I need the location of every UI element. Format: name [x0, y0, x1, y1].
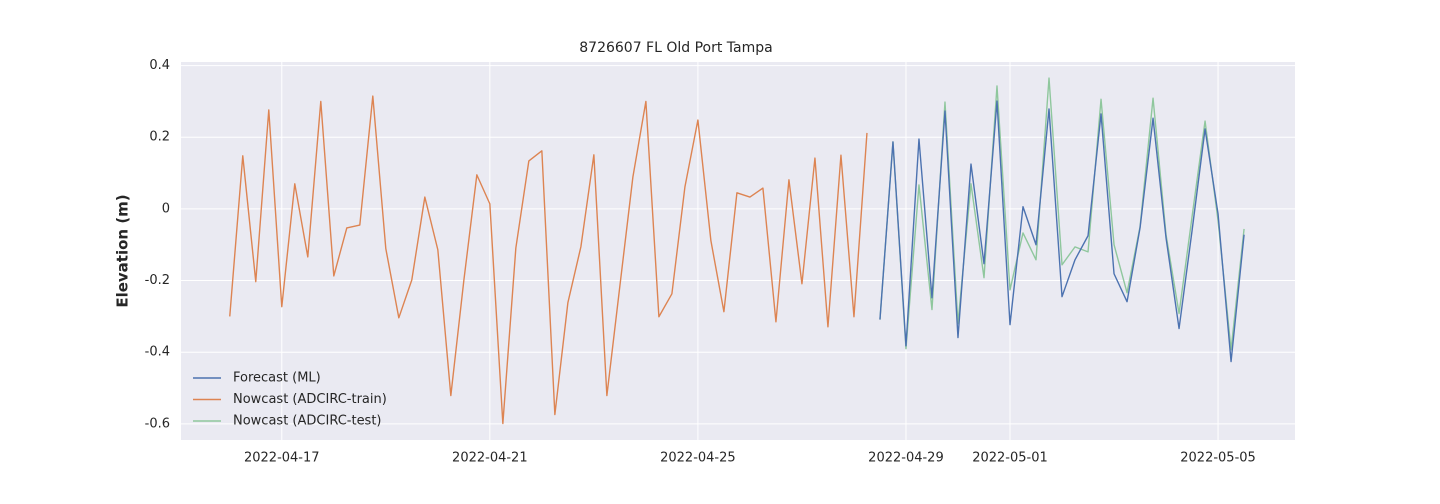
- chart-title: 8726607 FL Old Port Tampa: [579, 40, 772, 56]
- plot-area: [181, 62, 1295, 440]
- series-line: [229, 95, 868, 425]
- legend-label: Forecast (ML): [233, 371, 321, 386]
- y-tick-label: -0.2: [145, 273, 170, 288]
- legend: Forecast (ML) Nowcast (ADCIRC-train) Nowca…: [193, 371, 387, 429]
- labels: -0.6 -0.4 -0.2 0 0.2 0.4 2022-04-17 2022-04-21 2…: [145, 58, 1256, 465]
- y-tick-label: -0.6: [145, 416, 170, 431]
- y-tick-label: 0.2: [149, 130, 170, 145]
- x-tick-label: 2022-05-01: [972, 451, 1048, 466]
- legend-label: Nowcast (ADCIRC-test): [233, 414, 382, 429]
- y-tick-label: 0: [162, 201, 170, 216]
- x-tick-label: 2022-04-21: [452, 451, 528, 466]
- x-tick-label: 2022-04-25: [660, 451, 736, 466]
- x-tick-label: 2022-04-17: [244, 451, 320, 466]
- legend-label: Nowcast (ADCIRC-train): [233, 392, 387, 407]
- lines: [229, 77, 1245, 425]
- grid: [181, 62, 1295, 440]
- x-tick-label: 2022-04-29: [868, 451, 944, 466]
- y-tick-label: 0.4: [149, 58, 170, 73]
- series-line: [879, 100, 1245, 363]
- y-tick-label: -0.4: [145, 345, 170, 360]
- x-tick-label: 2022-05-05: [1180, 451, 1256, 466]
- y-axis-label: Elevation (m): [114, 194, 132, 307]
